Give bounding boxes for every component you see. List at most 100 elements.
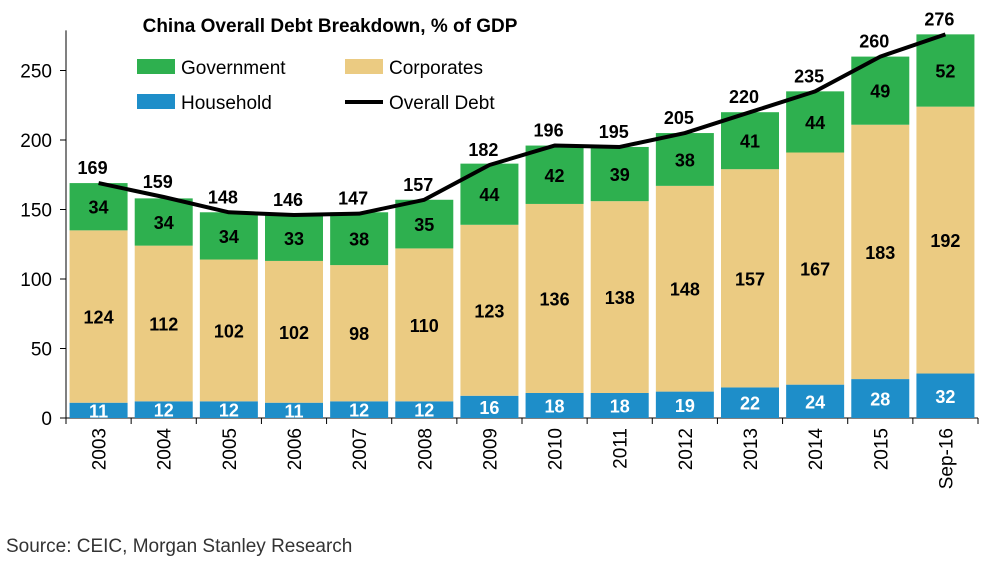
overall-debt-label: 147	[338, 189, 368, 209]
y-tick-label: 150	[20, 201, 52, 222]
bar-corporates	[590, 201, 649, 393]
bar-government	[655, 133, 714, 186]
legend-label-corporates: Corporates	[389, 58, 483, 79]
data-label-government: 34	[89, 198, 109, 218]
data-label-household: 19	[675, 396, 695, 416]
x-tick-label: 2015	[871, 428, 892, 470]
bar-household	[851, 379, 910, 418]
data-label-government: 52	[935, 62, 955, 82]
data-label-household: 16	[479, 398, 499, 418]
x-tick-label: 2008	[415, 428, 436, 470]
bar-household	[590, 392, 649, 418]
data-label-corporates: 183	[865, 243, 895, 263]
data-label-corporates: 138	[605, 288, 635, 308]
bar-corporates	[395, 248, 454, 402]
bar-household	[525, 392, 584, 418]
bar-government	[721, 112, 779, 170]
x-tick-label: 2007	[350, 428, 371, 470]
x-tick-label: 2005	[220, 428, 241, 470]
data-label-household: 32	[935, 387, 955, 407]
data-label-corporates: 157	[735, 269, 765, 289]
bar-corporates	[265, 260, 323, 403]
data-label-corporates: 192	[930, 231, 960, 251]
bar-corporates	[851, 124, 910, 380]
overall-debt-label: 169	[78, 158, 108, 178]
data-label-household: 12	[154, 401, 174, 421]
bar-household	[265, 402, 323, 418]
data-label-household: 24	[805, 392, 825, 412]
bar-corporates	[655, 185, 714, 392]
overall-debt-label: 148	[208, 187, 238, 207]
bar-government	[916, 34, 975, 107]
data-label-household: 28	[870, 390, 890, 410]
x-axis: 2003 2004 2005 2006 2007 2008 2009 2010 2011 2012…	[65, 417, 979, 489]
data-label-government: 44	[479, 185, 499, 205]
legend-swatch-government	[137, 59, 175, 74]
bars: 11 124 34 12 112 34 12 102 34 11 102 33 12 98 38 12 110 3…	[69, 34, 975, 421]
bar-corporates	[69, 230, 128, 403]
x-tick-label: 2013	[741, 428, 762, 470]
bar-corporates	[525, 203, 584, 393]
data-label-corporates: 136	[540, 289, 570, 309]
bar-government	[199, 212, 258, 260]
data-label-corporates: 102	[279, 323, 309, 343]
x-tick-label: Sep-16	[936, 428, 957, 489]
bar-household	[655, 391, 714, 418]
overall-debt-label: 220	[729, 87, 759, 107]
bar-household	[69, 402, 128, 418]
y-tick-label: 0	[41, 409, 52, 430]
overall-debt-label: 235	[794, 66, 824, 86]
legend-swatch-household	[137, 94, 175, 109]
overall-debt-label: 182	[468, 140, 498, 160]
x-tick-label: 2006	[285, 428, 306, 470]
bar-corporates	[134, 245, 193, 402]
x-tick-label: 2011	[611, 428, 632, 469]
data-label-corporates: 123	[474, 301, 504, 321]
data-label-government: 49	[870, 82, 890, 102]
legend-label-government: Government	[181, 58, 286, 79]
x-tick-label: 2010	[546, 428, 567, 470]
overall-debt-label: 260	[859, 32, 889, 52]
source-note: Source: CEIC, Morgan Stanley Research	[6, 536, 353, 557]
x-tick-label: 2003	[90, 428, 111, 470]
data-label-household: 12	[414, 401, 434, 421]
x-tick-label: 2009	[480, 428, 501, 470]
bar-household	[786, 384, 845, 418]
data-label-household: 11	[284, 401, 303, 421]
overall-debt-label: 157	[403, 175, 433, 195]
bar-government	[134, 198, 193, 246]
data-label-household: 12	[349, 401, 369, 421]
overall-debt-label: 159	[143, 172, 173, 192]
bar-household	[916, 373, 975, 418]
data-label-government: 38	[675, 150, 695, 170]
data-label-government: 34	[219, 227, 239, 247]
data-label-household: 18	[545, 396, 565, 416]
bar-household	[460, 395, 519, 418]
y-axis: 0 50 100 150 200 250	[20, 30, 67, 430]
bar-household	[330, 401, 389, 418]
chart-title: China Overall Debt Breakdown, % of GDP	[143, 16, 518, 37]
data-label-household: 12	[219, 401, 239, 421]
overall-debt-label: 276	[924, 9, 954, 29]
bar-corporates	[721, 169, 779, 388]
debt-breakdown-chart: China Overall Debt Breakdown, % of GDP 0…	[20, 9, 979, 489]
bar-government	[590, 146, 649, 202]
bar-government	[395, 199, 454, 249]
bar-government	[786, 91, 845, 153]
bar-corporates	[916, 106, 975, 374]
data-label-government: 35	[414, 215, 434, 235]
data-label-government: 41	[740, 132, 760, 152]
data-label-government: 44	[805, 113, 825, 133]
data-label-government: 42	[545, 166, 565, 186]
data-label-corporates: 148	[670, 280, 700, 300]
bar-household	[199, 401, 258, 418]
overall-debt-line-layer: 169 159 148 146 147 157 182 196 195 205 220 235 260 2…	[78, 9, 954, 218]
bar-government	[265, 215, 323, 261]
overall-debt-label: 195	[599, 122, 629, 142]
data-label-government: 33	[284, 229, 304, 249]
bar-government	[330, 212, 389, 266]
data-label-government: 39	[610, 165, 630, 185]
data-label-corporates: 102	[214, 321, 244, 341]
data-label-corporates: 98	[349, 324, 369, 344]
